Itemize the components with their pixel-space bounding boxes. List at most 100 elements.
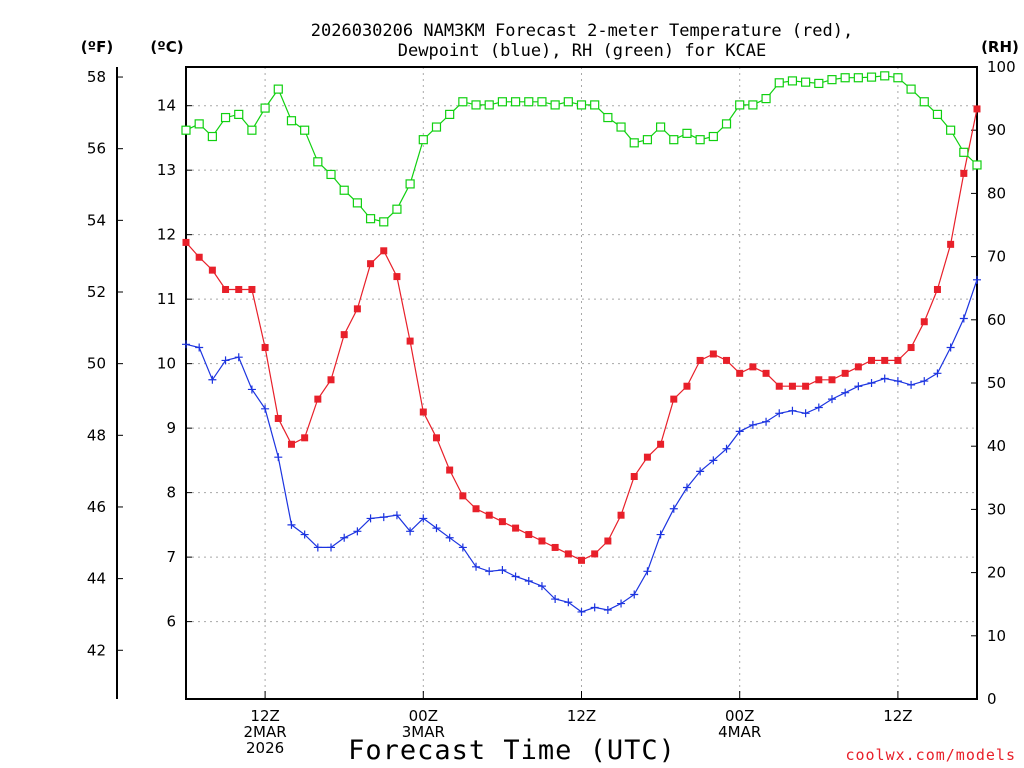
celsius-tick-label: 6: [166, 613, 176, 631]
temperature-point: [802, 382, 810, 390]
temperature-point: [709, 350, 717, 358]
chart-title-line-1: 2026030206 NAM3KM Forecast 2-meter Tempe…: [311, 21, 853, 41]
celsius-tick-label: 13: [157, 161, 176, 179]
temperature-point: [920, 318, 928, 326]
rh-point: [708, 131, 718, 142]
dewpoint-point: [221, 356, 230, 365]
rh-unit-label: (RH): [981, 38, 1019, 56]
temperature-point: [248, 285, 256, 293]
dewpoint-point: [788, 406, 797, 415]
dewpoint-point: [300, 530, 309, 539]
rh-point: [603, 112, 613, 123]
rh-point: [313, 157, 323, 167]
temperature-point: [222, 285, 230, 293]
dewpoint-point: [590, 603, 599, 612]
dewpoint-point: [392, 511, 401, 520]
temperature-point: [578, 556, 585, 564]
temperature-point: [525, 531, 533, 539]
dewpoint-point: [617, 599, 626, 608]
rh-point: [392, 204, 402, 214]
temperature-point: [380, 247, 388, 255]
rh-point: [735, 100, 745, 110]
rh-point: [655, 122, 666, 132]
temperature-point: [947, 240, 955, 248]
dewpoint-point: [880, 374, 889, 383]
rh-point: [300, 125, 310, 135]
temperature-point: [775, 382, 783, 390]
rh-point: [721, 119, 732, 129]
dewpoint-point: [827, 395, 836, 404]
rh-point: [695, 135, 705, 145]
celsius-tick-label: 11: [157, 290, 176, 308]
dewpoint-point: [603, 606, 612, 615]
rh-tick-label: 80: [987, 184, 1006, 202]
rh-point: [853, 73, 863, 83]
rh-point: [761, 93, 771, 104]
temperature-point: [749, 363, 757, 371]
temperature-point: [657, 440, 665, 448]
dewpoint-point: [432, 524, 441, 533]
x-tick-label: 4MAR: [718, 723, 761, 741]
temperature-point: [261, 344, 269, 352]
rh-point: [181, 125, 191, 135]
temperature-point: [736, 369, 744, 377]
rh-point: [234, 109, 244, 120]
rh-point: [748, 100, 758, 110]
dewpoint-point: [920, 377, 929, 386]
celsius-tick-label: 7: [166, 548, 176, 566]
rh-tick-label: 100: [987, 58, 1016, 76]
rh-point: [458, 97, 468, 107]
dewpoint-point: [656, 530, 665, 539]
temperature-point: [670, 395, 678, 403]
temperature-point: [472, 505, 480, 513]
temperature-point: [498, 518, 506, 526]
dewpoint-point: [419, 514, 428, 523]
dewpoint-point: [182, 340, 190, 349]
dewpoint-point: [247, 385, 256, 394]
rh-point: [220, 112, 231, 123]
temperature-point: [828, 376, 836, 384]
dewpoint-point: [735, 427, 744, 436]
dewpoint-point: [458, 543, 467, 552]
dewpoint-point: [973, 275, 981, 284]
rh-point: [326, 169, 336, 180]
rh-point: [801, 77, 811, 87]
temperature-point: [696, 356, 704, 364]
dewpoint-point: [841, 388, 850, 397]
x-tick-label: 12Z: [567, 707, 596, 725]
rh-point: [537, 97, 547, 107]
celsius-tick-label: 12: [157, 226, 176, 244]
dewpoint-point: [643, 567, 652, 576]
fahrenheit-tick-label: 56: [87, 140, 106, 158]
dewpoint-point: [893, 377, 902, 386]
dewpoint-point: [762, 417, 771, 426]
celsius-unit-label: (ºC): [150, 38, 183, 56]
dewpoint-point: [287, 520, 296, 529]
temperature-point: [393, 273, 401, 281]
temperature-point: [274, 414, 282, 422]
dewpoint-point: [551, 595, 560, 604]
x-tick-label: 3MAR: [402, 723, 445, 741]
dewpoint-point: [564, 598, 573, 607]
credit-text: coolwx.com/models: [845, 746, 1016, 764]
rh-point: [787, 76, 798, 86]
celsius-tick-label: 9: [166, 419, 176, 437]
x-tick-label: 12Z: [883, 707, 912, 725]
dewpoint-point: [340, 533, 349, 542]
rh-point: [431, 122, 442, 132]
rh-point: [827, 75, 837, 85]
rh-point: [405, 179, 415, 189]
temperature-point: [630, 473, 638, 481]
rh-point: [260, 103, 270, 113]
x-tick-label: 00Z: [409, 707, 438, 725]
dewpoint-point: [261, 404, 270, 413]
rh-point: [339, 185, 349, 195]
fahrenheit-tick-label: 44: [87, 570, 106, 588]
dewpoint-point: [208, 375, 217, 384]
fahrenheit-tick-label: 58: [87, 68, 106, 86]
temperature-point: [868, 356, 876, 364]
temperature-point: [235, 285, 243, 293]
rh-tick-label: 0: [987, 690, 997, 708]
rh-point: [616, 122, 626, 132]
x-axis-title: Forecast Time (UTC): [348, 735, 676, 766]
